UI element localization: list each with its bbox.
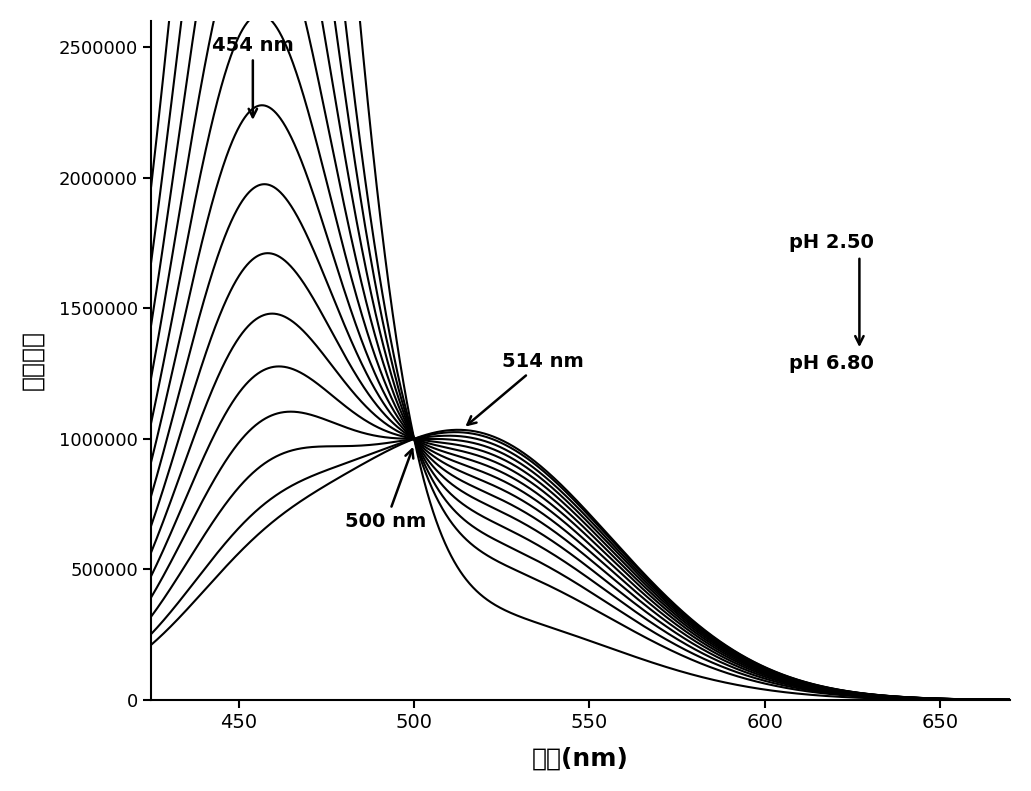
X-axis label: 波长(nm): 波长(nm): [532, 746, 629, 770]
Text: 500 nm: 500 nm: [345, 449, 427, 531]
Text: pH 2.50: pH 2.50: [790, 233, 874, 252]
Y-axis label: 荧光强度: 荧光强度: [21, 331, 44, 391]
Text: 454 nm: 454 nm: [212, 36, 294, 117]
Text: pH 6.80: pH 6.80: [790, 354, 874, 373]
Text: 514 nm: 514 nm: [467, 352, 584, 425]
